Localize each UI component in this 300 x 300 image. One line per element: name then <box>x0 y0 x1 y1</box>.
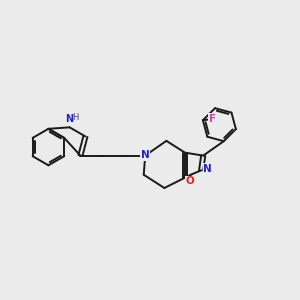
Text: O: O <box>186 176 195 186</box>
Text: H: H <box>72 112 79 122</box>
Text: N: N <box>141 150 150 160</box>
Text: N: N <box>203 164 212 174</box>
Text: F: F <box>209 114 216 124</box>
Text: N: N <box>65 114 73 124</box>
